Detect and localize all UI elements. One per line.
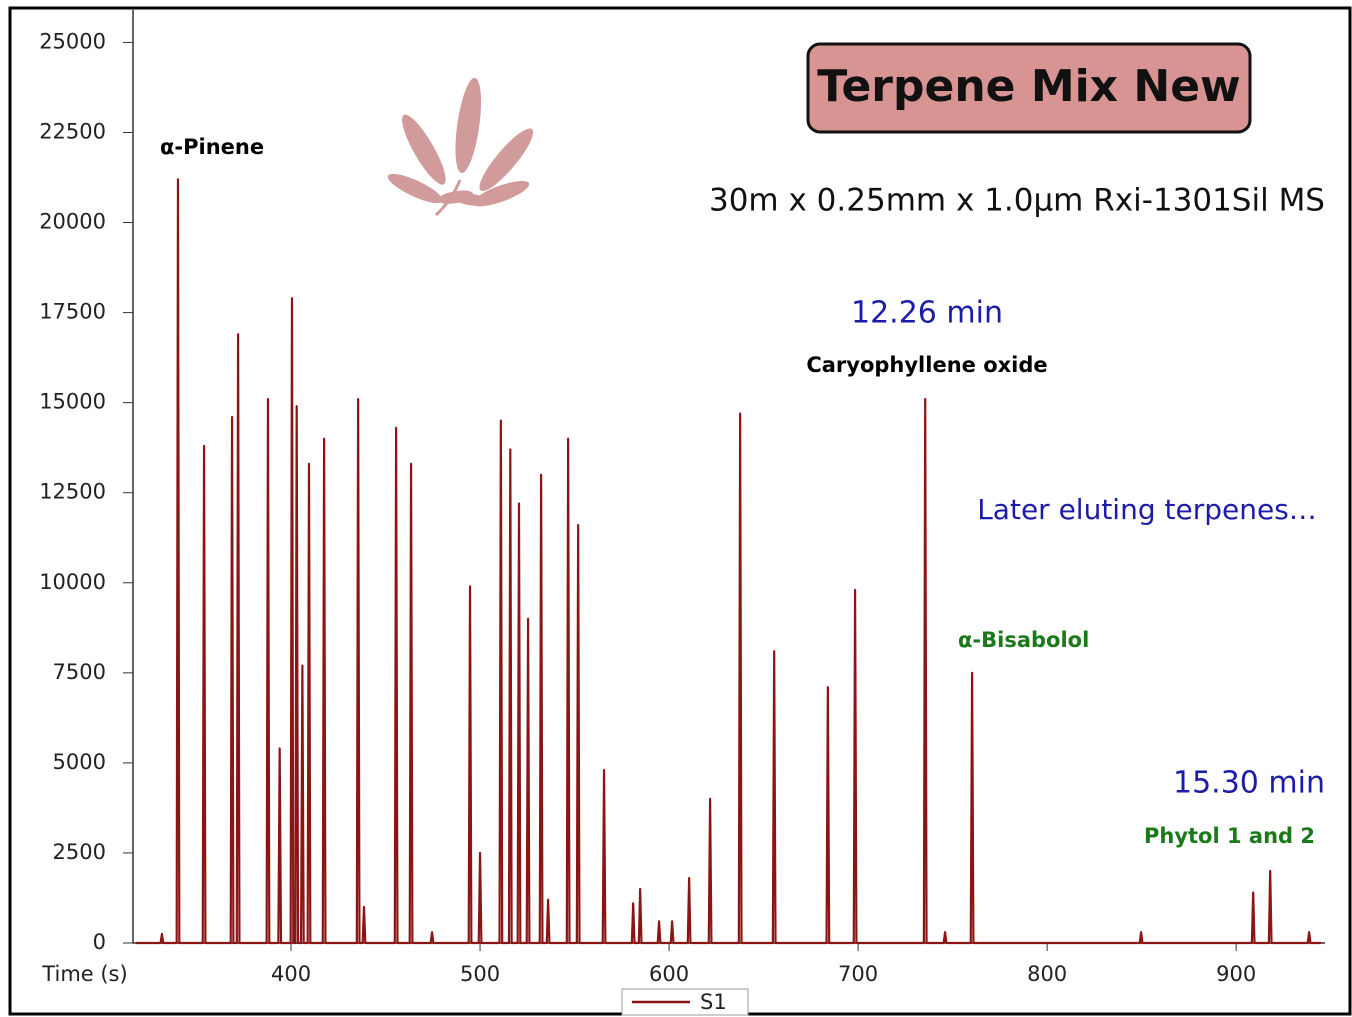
x-tick-label: 500: [460, 962, 500, 986]
chart: Terpene Mix New 30m x 0.25mm x 1.0µm Rxi…: [0, 0, 1352, 1017]
annotation: Later eluting terpenes…: [977, 493, 1317, 526]
annotation: 15.30 min: [1173, 766, 1325, 801]
chart-title: Terpene Mix New: [817, 61, 1240, 112]
annotation: Caryophyllene oxide: [806, 353, 1047, 377]
y-tick-label: 12500: [39, 480, 106, 504]
annotation: α-Bisabolol: [958, 628, 1089, 652]
annotation: α-Pinene: [160, 135, 264, 159]
x-tick-label: 900: [1216, 962, 1256, 986]
x-tick-label: 800: [1027, 962, 1067, 986]
y-tick-label: 7500: [53, 660, 106, 684]
y-tick-label: 25000: [39, 29, 106, 53]
annotation: Phytol 1 and 2: [1144, 824, 1315, 848]
x-tick-label: 600: [649, 962, 689, 986]
y-tick-label: 22500: [39, 119, 106, 143]
y-tick-label: 15000: [39, 390, 106, 414]
y-tick-label: 5000: [53, 750, 106, 774]
y-tick-label: 20000: [39, 210, 106, 234]
subtitle: 30m x 0.25mm x 1.0µm Rxi-1301Sil MS: [709, 183, 1325, 219]
x-axis-label: Time (s): [41, 962, 127, 986]
legend-label: S1: [700, 990, 727, 1014]
y-tick-label: 10000: [39, 570, 106, 594]
y-tick-label: 17500: [39, 300, 106, 324]
y-tick-label: 0: [93, 930, 106, 954]
x-tick-label: 400: [271, 962, 311, 986]
annotation: 12.26 min: [851, 296, 1003, 331]
y-tick-label: 2500: [53, 840, 106, 864]
page: Terpene Mix New 30m x 0.25mm x 1.0µm Rxi…: [0, 0, 1352, 1017]
x-tick-label: 700: [838, 962, 878, 986]
